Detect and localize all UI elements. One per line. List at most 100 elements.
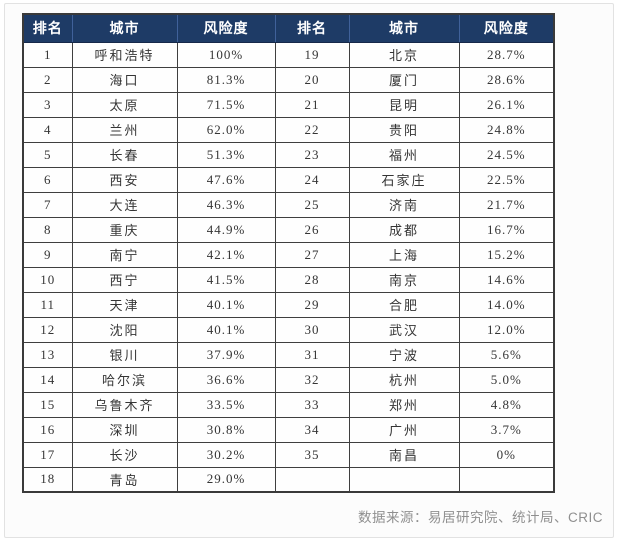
risk-cell: 28.7% <box>458 41 555 68</box>
table-row: 3 太原 71.5% 21 昆明 26.1% <box>22 91 555 118</box>
rank-cell: 13 <box>22 341 73 368</box>
city-cell: 厦门 <box>348 66 460 93</box>
city-cell: 贵阳 <box>348 116 460 143</box>
column-header-rank: 排名 <box>274 13 350 43</box>
city-cell: 北京 <box>348 41 460 68</box>
risk-cell: 0% <box>458 441 555 468</box>
column-header-risk: 风险度 <box>176 13 276 43</box>
rank-cell: 26 <box>274 216 350 243</box>
column-header-city: 城市 <box>71 13 178 43</box>
city-cell: 南京 <box>348 266 460 293</box>
rank-cell: 23 <box>274 141 350 168</box>
table-row: 4 兰州 62.0% 22 贵阳 24.8% <box>22 116 555 143</box>
city-cell: 南昌 <box>348 441 460 468</box>
city-cell: 长沙 <box>71 441 178 468</box>
risk-cell: 14.6% <box>458 266 555 293</box>
risk-cell <box>458 466 555 493</box>
city-cell <box>348 466 460 493</box>
rank-cell: 19 <box>274 41 350 68</box>
risk-cell: 5.0% <box>458 366 555 393</box>
risk-cell: 41.5% <box>176 266 276 293</box>
rank-cell: 11 <box>22 291 73 318</box>
rank-cell: 28 <box>274 266 350 293</box>
risk-cell: 3.7% <box>458 416 555 443</box>
risk-cell: 81.3% <box>176 66 276 93</box>
city-cell: 大连 <box>71 191 178 218</box>
table-row: 10 西宁 41.5% 28 南京 14.6% <box>22 266 555 293</box>
rank-cell: 1 <box>22 41 73 68</box>
column-header-risk: 风险度 <box>458 13 555 43</box>
table-row: 8 重庆 44.9% 26 成都 16.7% <box>22 216 555 243</box>
table-row: 14 哈尔滨 36.6% 32 杭州 5.0% <box>22 366 555 393</box>
rank-cell: 25 <box>274 191 350 218</box>
city-cell: 合肥 <box>348 291 460 318</box>
risk-cell: 62.0% <box>176 116 276 143</box>
rank-cell: 5 <box>22 141 73 168</box>
risk-cell: 47.6% <box>176 166 276 193</box>
rank-cell: 21 <box>274 91 350 118</box>
risk-cell: 30.2% <box>176 441 276 468</box>
risk-cell: 29.0% <box>176 466 276 493</box>
rank-cell: 10 <box>22 266 73 293</box>
table-header-row: 排名 城市 风险度 排名 城市 风险度 <box>22 13 555 43</box>
city-cell: 济南 <box>348 191 460 218</box>
city-cell: 西宁 <box>71 266 178 293</box>
city-cell: 天津 <box>71 291 178 318</box>
risk-cell: 4.8% <box>458 391 555 418</box>
city-cell: 长春 <box>71 141 178 168</box>
table-row: 6 西安 47.6% 24 石家庄 22.5% <box>22 166 555 193</box>
rank-cell: 27 <box>274 241 350 268</box>
rank-cell: 17 <box>22 441 73 468</box>
city-risk-ranking-table: 排名 城市 风险度 排名 城市 风险度 1 呼和浩特 100% 19 北京 28.7% 2 海口 81.3… <box>22 13 555 493</box>
city-cell: 上海 <box>348 241 460 268</box>
table-row: 18 青岛 29.0% <box>22 466 555 493</box>
risk-cell: 42.1% <box>176 241 276 268</box>
city-cell: 南宁 <box>71 241 178 268</box>
column-header-city: 城市 <box>348 13 460 43</box>
rank-cell: 4 <box>22 116 73 143</box>
city-cell: 西安 <box>71 166 178 193</box>
risk-cell: 51.3% <box>176 141 276 168</box>
risk-cell: 33.5% <box>176 391 276 418</box>
rank-cell: 14 <box>22 366 73 393</box>
rank-cell <box>274 466 350 493</box>
city-cell: 郑州 <box>348 391 460 418</box>
city-cell: 成都 <box>348 216 460 243</box>
city-cell: 哈尔滨 <box>71 366 178 393</box>
table-row: 12 沈阳 40.1% 30 武汉 12.0% <box>22 316 555 343</box>
risk-cell: 24.5% <box>458 141 555 168</box>
risk-cell: 46.3% <box>176 191 276 218</box>
table-row: 2 海口 81.3% 20 厦门 28.6% <box>22 66 555 93</box>
city-cell: 福州 <box>348 141 460 168</box>
risk-cell: 12.0% <box>458 316 555 343</box>
city-cell: 杭州 <box>348 366 460 393</box>
table-row: 15 乌鲁木齐 33.5% 33 郑州 4.8% <box>22 391 555 418</box>
rank-cell: 22 <box>274 116 350 143</box>
city-cell: 沈阳 <box>71 316 178 343</box>
city-cell: 武汉 <box>348 316 460 343</box>
table-row: 16 深圳 30.8% 34 广州 3.7% <box>22 416 555 443</box>
column-header-rank: 排名 <box>22 13 73 43</box>
risk-cell: 37.9% <box>176 341 276 368</box>
table-row: 11 天津 40.1% 29 合肥 14.0% <box>22 291 555 318</box>
rank-cell: 15 <box>22 391 73 418</box>
risk-cell: 71.5% <box>176 91 276 118</box>
table-row: 7 大连 46.3% 25 济南 21.7% <box>22 191 555 218</box>
risk-cell: 100% <box>176 41 276 68</box>
risk-cell: 14.0% <box>458 291 555 318</box>
table-row: 5 长春 51.3% 23 福州 24.5% <box>22 141 555 168</box>
rank-cell: 18 <box>22 466 73 493</box>
city-cell: 乌鲁木齐 <box>71 391 178 418</box>
rank-cell: 6 <box>22 166 73 193</box>
rank-cell: 2 <box>22 66 73 93</box>
city-cell: 兰州 <box>71 116 178 143</box>
risk-cell: 16.7% <box>458 216 555 243</box>
rank-cell: 9 <box>22 241 73 268</box>
risk-cell: 5.6% <box>458 341 555 368</box>
table-row: 9 南宁 42.1% 27 上海 15.2% <box>22 241 555 268</box>
city-cell: 宁波 <box>348 341 460 368</box>
rank-cell: 33 <box>274 391 350 418</box>
table-row: 1 呼和浩特 100% 19 北京 28.7% <box>22 41 555 68</box>
risk-cell: 22.5% <box>458 166 555 193</box>
image-frame: 排名 城市 风险度 排名 城市 风险度 1 呼和浩特 100% 19 北京 28.7% 2 海口 81.3… <box>4 3 614 538</box>
